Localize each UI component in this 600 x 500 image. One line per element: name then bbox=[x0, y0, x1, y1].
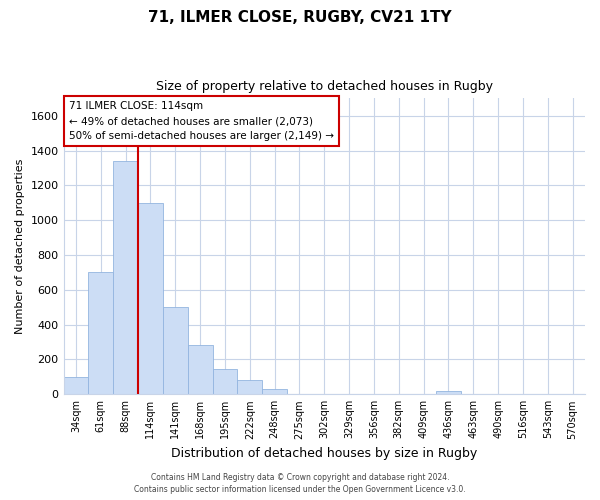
Bar bbox=[163, 308, 188, 394]
Bar bbox=[113, 161, 138, 394]
Title: Size of property relative to detached houses in Rugby: Size of property relative to detached ho… bbox=[156, 80, 493, 93]
Bar bbox=[238, 380, 262, 394]
Bar bbox=[262, 389, 287, 394]
Bar bbox=[212, 369, 238, 394]
Y-axis label: Number of detached properties: Number of detached properties bbox=[15, 158, 25, 334]
Bar bbox=[64, 377, 88, 394]
Bar bbox=[436, 391, 461, 394]
X-axis label: Distribution of detached houses by size in Rugby: Distribution of detached houses by size … bbox=[171, 447, 478, 460]
Bar bbox=[188, 344, 212, 395]
Text: 71, ILMER CLOSE, RUGBY, CV21 1TY: 71, ILMER CLOSE, RUGBY, CV21 1TY bbox=[148, 10, 452, 25]
Text: Contains HM Land Registry data © Crown copyright and database right 2024.
Contai: Contains HM Land Registry data © Crown c… bbox=[134, 472, 466, 494]
Text: 71 ILMER CLOSE: 114sqm
← 49% of detached houses are smaller (2,073)
50% of semi-: 71 ILMER CLOSE: 114sqm ← 49% of detached… bbox=[69, 102, 334, 141]
Bar bbox=[88, 272, 113, 394]
Bar bbox=[138, 203, 163, 394]
